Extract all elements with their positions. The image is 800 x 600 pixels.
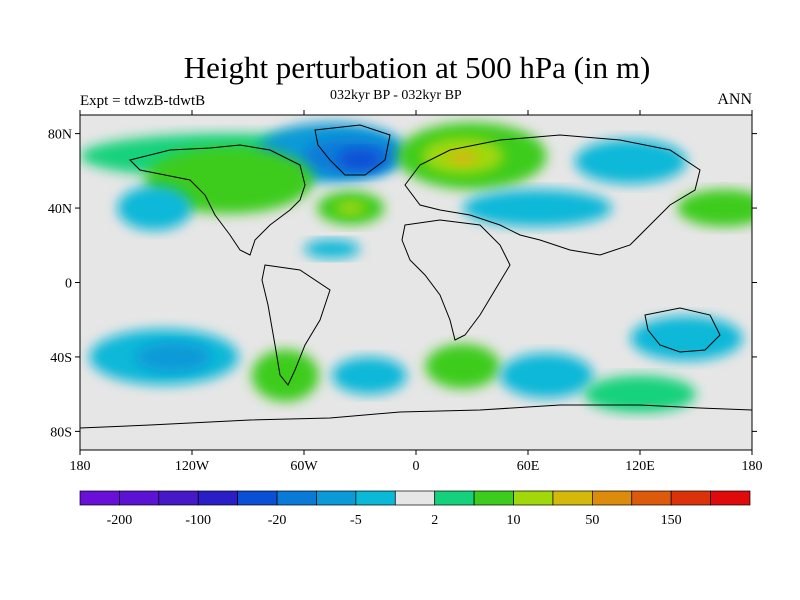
lon-tick-label: 120E [625, 459, 655, 474]
lon-tick-label: 0 [413, 459, 420, 474]
colorbar-label: -100 [185, 513, 211, 528]
longitude-axis: 180 120W 60W 0 60E 120E 180 [70, 110, 763, 474]
colorbar-box [394, 490, 436, 506]
season-label: ANN [717, 91, 752, 108]
lon-tick-label: 120W [175, 459, 210, 474]
coast-eurasia [404, 134, 701, 256]
lon-tick-label: 180 [70, 459, 91, 474]
lat-tick-label: 40N [48, 202, 72, 217]
colorbar-label: -200 [107, 513, 133, 528]
anomaly-asia-low [462, 189, 612, 227]
colorbar-box [316, 490, 357, 506]
lon-tick-label: 180 [742, 459, 763, 474]
coast-greenland [314, 124, 391, 176]
map-area [79, 114, 753, 451]
colorbar-box [592, 490, 633, 506]
colorbar-label: 50 [585, 513, 599, 528]
coast-antarctica [80, 404, 752, 429]
coast-south-america [261, 264, 331, 386]
coast-north-america [129, 144, 306, 256]
anomaly-south-africa-high [425, 343, 500, 389]
latitude-axis: 80N 40N 0 40S 80S [48, 128, 757, 440]
colorbar-label: -20 [268, 513, 287, 528]
anomaly-siberia-positive-peak [447, 150, 478, 166]
anomaly-south-america-high [251, 349, 319, 402]
colorbar-box [513, 490, 554, 506]
colorbar-box [434, 490, 475, 506]
lon-tick-label: 60W [290, 459, 318, 474]
colorbar-label: 2 [431, 513, 438, 528]
colorbar-box [158, 490, 199, 506]
anomaly-north-america-positive [145, 146, 314, 214]
anomaly-south-atlantic-low [332, 356, 407, 395]
anomaly-australia-low [630, 316, 743, 361]
experiment-label: Expt = tdwzB-tdwtB [80, 93, 206, 109]
colorbar-box [473, 490, 514, 506]
anomaly-greenland-low-core [337, 148, 383, 171]
anomaly-indian-ocean-low [500, 353, 594, 398]
lat-tick-label: 80N [48, 128, 72, 143]
lat-tick-label: 40S [50, 351, 72, 366]
lat-tick-label: 80S [50, 425, 72, 440]
anomaly-atlantic-high-core [335, 200, 366, 216]
plot-title: Height perturbation at 500 hPa (in m) [183, 50, 651, 85]
colorbar-box [79, 490, 120, 506]
colorbar-box [552, 490, 593, 506]
coastlines [80, 124, 752, 429]
coast-africa [401, 219, 511, 341]
anomaly-southern-ocean-high [584, 375, 696, 413]
anomaly-north-pacific-high [677, 189, 752, 227]
anomaly-pacific-low [117, 185, 192, 231]
colorbar-box [197, 490, 238, 506]
coast-australia [644, 307, 721, 353]
colorbar-box [276, 490, 317, 506]
colorbar-label: 150 [661, 513, 682, 528]
colorbar: -200 -100 -20 -5 2 10 50 150 [79, 490, 751, 528]
colorbar-box [119, 490, 160, 506]
lat-tick-label: 0 [65, 277, 72, 292]
colorbar-box [670, 490, 711, 506]
height-anomaly-field [80, 122, 752, 413]
colorbar-box [355, 490, 396, 506]
colorbar-box [237, 490, 278, 506]
lon-tick-label: 60E [517, 459, 540, 474]
colorbar-label: 10 [507, 513, 521, 528]
anomaly-east-asia-low [574, 139, 687, 184]
colorbar-label: -5 [350, 513, 362, 528]
anomaly-south-pacific-low-core [136, 342, 211, 372]
colorbar-box [631, 490, 672, 506]
anomaly-tropical-atlantic-low [304, 239, 360, 259]
plot-subtitle: 032kyr BP - 032kyr BP [330, 88, 462, 103]
colorbar-box [710, 490, 751, 506]
